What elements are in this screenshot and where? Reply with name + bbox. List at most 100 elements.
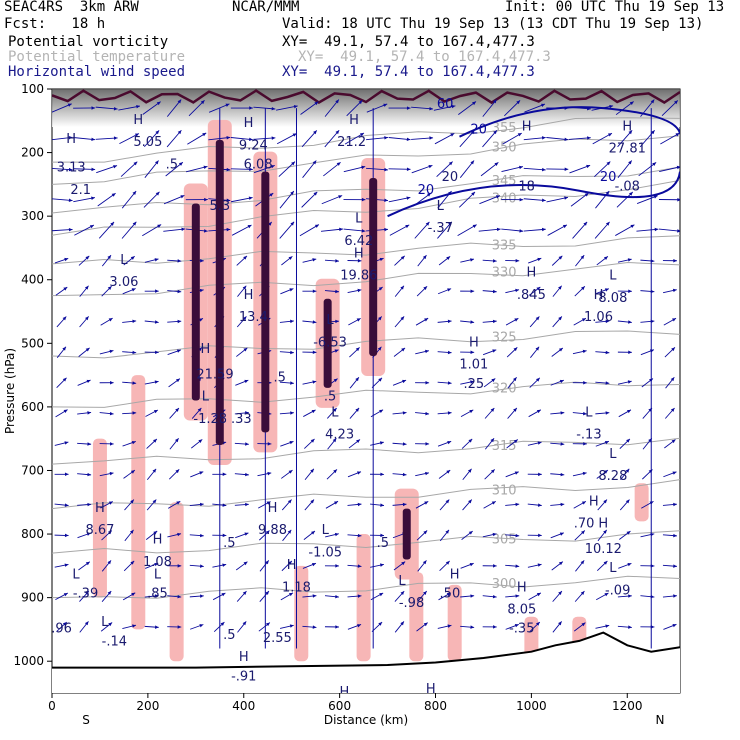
wind-arrow-head (605, 221, 610, 226)
wind-arrow (568, 137, 591, 140)
wind-arrow-head (469, 563, 474, 567)
wind-arrow-head (560, 502, 565, 507)
wind-arrow-head (605, 319, 610, 324)
wind-arrow-head (445, 529, 449, 534)
wind-arrow-head (357, 594, 362, 598)
wind-arrow-head (178, 162, 183, 166)
wind-arrow-head (406, 137, 411, 142)
wind-arrow-head (425, 471, 429, 476)
wind-arrow (253, 165, 275, 174)
wind-arrow-head (222, 563, 227, 567)
wind-arrow-head (107, 255, 112, 260)
wind-arrow-head (583, 442, 587, 446)
wind-arrow-head (177, 289, 182, 294)
pv-patch-4 (356, 534, 371, 662)
wind-arrow-head (288, 560, 292, 565)
extremum-label-20: H (349, 113, 359, 128)
wind-arrow-head (84, 285, 89, 290)
wind-arrow-head (107, 591, 112, 595)
wind-arrow-head (199, 624, 204, 628)
wind-arrow (414, 221, 430, 239)
y-tick-label-500: 500 (21, 336, 44, 350)
wind-arrow (458, 191, 476, 208)
wind-arrow-head (628, 289, 632, 293)
wind-arrow-head (448, 221, 452, 226)
wind-arrow (230, 168, 253, 170)
theta-contour-330 (52, 261, 680, 297)
wind-arrow-head (131, 441, 136, 445)
wind-arrow-head (626, 409, 631, 414)
wind-arrow-head (581, 286, 585, 291)
wind-arrow (661, 100, 679, 117)
wind-arrow (568, 106, 591, 110)
wind-arrow-head (271, 136, 276, 140)
wind-arrow-head (289, 624, 294, 628)
wind-arrow-head (535, 316, 540, 321)
wind-arrow-head (628, 350, 632, 355)
pv-patch-0 (92, 438, 107, 598)
wind-arrow-head (447, 288, 452, 292)
wind-arrow-head (334, 532, 339, 537)
wind-arrow-head (200, 533, 204, 538)
wind-arrow-head (130, 499, 134, 504)
wind-arrow-head (673, 533, 677, 538)
wind-arrow-head (335, 289, 339, 294)
wind-arrow (479, 195, 501, 205)
wind-arrow-head (677, 197, 680, 202)
extremum-label-30: 4.23 (325, 428, 354, 443)
wind-arrow-head (515, 564, 520, 568)
wind-arrow (187, 132, 207, 145)
extremum-label-35: 18 (518, 180, 535, 195)
wind-arrow-head (313, 191, 318, 196)
wind-arrow-head (448, 161, 453, 166)
theta-label-330: 330 (492, 266, 517, 281)
wind-arrow-head (468, 438, 473, 443)
wind-arrow-head (625, 499, 630, 504)
wind-arrow (324, 99, 340, 117)
wind-arrow-head (270, 165, 275, 169)
wind-arrow-head (558, 255, 563, 260)
wind-arrow (321, 195, 343, 205)
wind-arrow-head (310, 468, 314, 473)
wind-arrow (595, 190, 610, 209)
wind-arrow-head (110, 221, 115, 226)
extremum-label-8: H (244, 116, 254, 131)
wind-arrow (459, 130, 475, 148)
wind-arrow (523, 228, 546, 232)
wind-arrow-head (513, 439, 518, 444)
x-tick-label-0: 0 (48, 699, 56, 713)
wind-arrow-head (425, 442, 430, 446)
wind-arrow-head (447, 319, 452, 324)
wind-arrow-head (64, 257, 69, 262)
wind-arrow (163, 228, 186, 232)
wind-arrow-head (107, 560, 112, 565)
wind-arrow (389, 224, 410, 236)
wind-arrow-head (361, 229, 366, 233)
wind-arrow-head (314, 101, 319, 106)
extremum-label-77: L (398, 574, 406, 589)
wind-arrow-head (310, 438, 315, 443)
wind-arrow-head (200, 564, 204, 568)
extremum-label-57: -.09 (605, 583, 630, 598)
wind-arrow-head (445, 560, 450, 565)
wind-arrow-head (266, 501, 271, 505)
wind-arrow-head (107, 286, 112, 291)
extremum-label-34: H (522, 119, 532, 134)
wind-arrow-head (674, 100, 678, 105)
x-tick-label-1000: 1000 (516, 699, 547, 713)
wind-arrow-head (379, 409, 384, 414)
wind-arrow-head (564, 106, 569, 110)
wind-arrow (636, 228, 659, 232)
extremum-label-69: H (268, 501, 278, 516)
wind-arrow (478, 228, 501, 232)
wind-arrow (501, 166, 524, 173)
wind-arrow-head (406, 196, 411, 200)
wind-contour-label-2: 20 (600, 170, 617, 185)
wind-arrow (142, 101, 161, 115)
theta-label-355: 355 (492, 121, 517, 136)
wind-contour-20-lower (387, 171, 680, 218)
extremum-label-55: 10.12 (585, 542, 622, 557)
pv-patch-2 (169, 502, 184, 662)
wind-arrow-head (384, 167, 388, 172)
extremum-label-76: 1.18 (282, 580, 311, 595)
